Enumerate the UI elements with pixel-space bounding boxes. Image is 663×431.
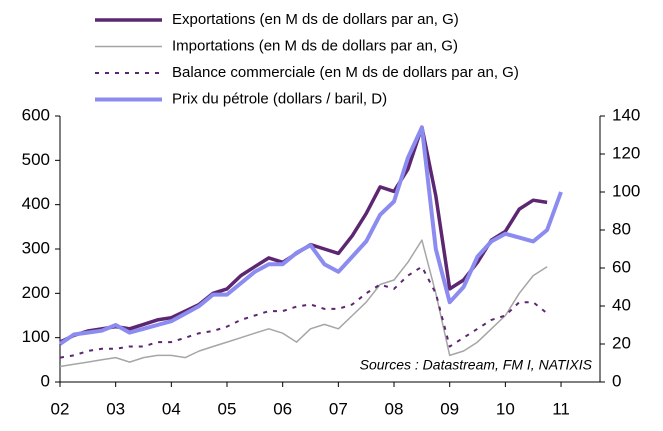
- legend-label: Prix du pétrole (dollars / baril, D): [172, 90, 387, 107]
- y-tick-label: 200: [22, 283, 50, 302]
- annotation: Sources : Datastream, FM I, NATIXIS: [360, 357, 593, 373]
- x-tick-label: 08: [385, 399, 404, 418]
- x-tick-label: 02: [51, 399, 70, 418]
- series-line: [59, 125, 548, 344]
- x-tick-label: 11: [552, 399, 570, 418]
- y2-tick-label: 120: [612, 143, 640, 162]
- y2-tick-label: 80: [612, 219, 631, 238]
- y-tick-label: 0: [41, 371, 50, 390]
- y2-tick-label: 60: [612, 257, 631, 276]
- x-tick-label: 06: [273, 399, 292, 418]
- legend-label: Balance commerciale (en M ds de dollars …: [172, 64, 519, 81]
- x-tick-label: 04: [162, 399, 181, 418]
- x-tick-label: 10: [496, 399, 515, 418]
- y2-tick-label: 40: [612, 295, 631, 314]
- legend-label: Exportations (en M ds de dollars par an,…: [172, 11, 459, 28]
- x-tick-label: 05: [218, 399, 237, 418]
- series-line: [59, 239, 548, 368]
- x-tick-label: 09: [440, 399, 459, 418]
- y-tick-label: 500: [22, 150, 50, 169]
- y2-tick-label: 100: [612, 181, 640, 200]
- y2-tick-label: 20: [612, 333, 631, 352]
- y-tick-label: 600: [22, 105, 50, 124]
- y2-tick-label: 140: [612, 105, 640, 124]
- y2-tick-label: 0: [612, 371, 621, 390]
- x-tick-label: 07: [329, 399, 348, 418]
- y-tick-label: 100: [22, 327, 50, 346]
- y-tick-label: 300: [22, 238, 50, 257]
- series-line: [59, 265, 548, 359]
- y-tick-label: 400: [22, 194, 50, 213]
- series-line: [58, 125, 563, 346]
- legend-label: Importations (en M ds de dollars par an,…: [172, 37, 458, 54]
- x-tick-label: 03: [106, 399, 125, 418]
